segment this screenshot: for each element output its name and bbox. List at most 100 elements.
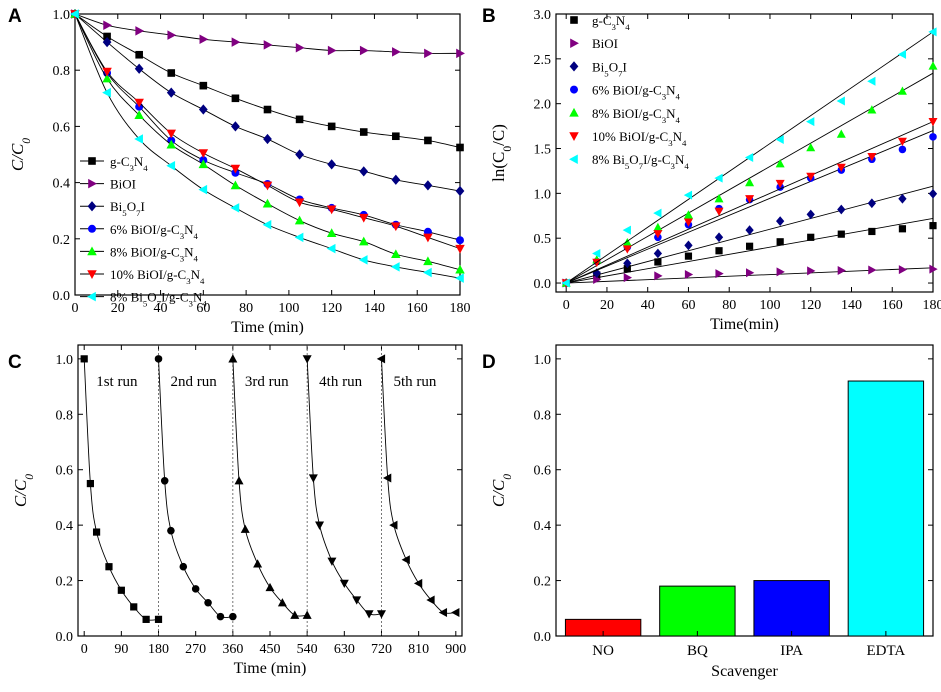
x-tick-label: 100 bbox=[278, 301, 299, 316]
series-BiOI bbox=[563, 265, 938, 288]
x-tick-label: 720 bbox=[371, 642, 392, 657]
x-tick-label: 100 bbox=[759, 298, 780, 313]
x-tick-label: EDTA bbox=[866, 643, 905, 659]
y-tick-label: 0.0 bbox=[534, 277, 552, 292]
data-point bbox=[837, 96, 845, 105]
x-tick-label: 180 bbox=[450, 301, 471, 316]
y-tick-label: 0.2 bbox=[53, 233, 71, 248]
data-point bbox=[929, 61, 938, 69]
data-point bbox=[807, 266, 815, 275]
data-point bbox=[229, 613, 237, 621]
data-point bbox=[199, 104, 208, 114]
series-line bbox=[75, 14, 460, 278]
x-axis-label: Scavenger bbox=[711, 663, 778, 680]
data-point bbox=[295, 198, 305, 207]
x-tick-label: 180 bbox=[148, 642, 169, 657]
panel-label-d: D bbox=[482, 352, 496, 373]
data-point bbox=[456, 144, 464, 152]
x-tick-label: IPA bbox=[780, 643, 803, 659]
x-tick-label: 120 bbox=[321, 301, 342, 316]
data-point bbox=[929, 222, 936, 229]
data-point bbox=[263, 134, 272, 144]
data-point bbox=[391, 262, 400, 272]
run-line bbox=[233, 359, 307, 616]
data-point bbox=[426, 595, 434, 604]
data-point bbox=[143, 616, 150, 623]
data-point bbox=[180, 563, 188, 571]
data-point bbox=[296, 116, 304, 124]
data-point bbox=[424, 137, 432, 145]
legend-marker bbox=[569, 154, 578, 164]
data-point bbox=[155, 355, 163, 363]
data-point bbox=[715, 194, 724, 202]
data-point bbox=[715, 232, 723, 242]
legend-item: 10% BiOI/g-C3N4 bbox=[569, 129, 687, 148]
x-tick-label: 450 bbox=[260, 642, 281, 657]
legend-marker bbox=[570, 86, 578, 94]
legend-marker bbox=[569, 132, 579, 141]
y-axis-label: C/C0 bbox=[489, 474, 514, 507]
data-point bbox=[130, 603, 137, 610]
data-point bbox=[167, 527, 175, 535]
bar-EDTA bbox=[848, 381, 923, 636]
x-tick-label: 140 bbox=[841, 298, 862, 313]
legend-label: 8% BiOI/g-C3N4 bbox=[592, 106, 681, 125]
x-tick-label: 0 bbox=[72, 301, 79, 316]
legend-item: 8% Bi5O7I/g-C3N4 bbox=[569, 152, 689, 171]
data-point bbox=[868, 198, 876, 208]
data-point bbox=[423, 234, 433, 243]
data-point bbox=[232, 95, 240, 103]
legend-marker bbox=[570, 16, 578, 24]
data-point bbox=[217, 613, 225, 621]
data-point bbox=[806, 143, 815, 151]
x-tick-label: 630 bbox=[334, 642, 355, 657]
legend-label: Bi5O7I bbox=[110, 199, 145, 218]
data-point bbox=[456, 236, 464, 244]
data-point bbox=[328, 46, 337, 56]
run-line bbox=[307, 359, 381, 615]
legend-label: BiOI bbox=[110, 177, 136, 192]
legend-item: 10% BiOI/g-C3N4 bbox=[80, 267, 205, 286]
panel-label-a: A bbox=[8, 6, 22, 27]
run-2nd run: 2nd run bbox=[155, 355, 237, 620]
y-tick-label: 0.8 bbox=[534, 408, 552, 423]
data-point bbox=[228, 354, 237, 362]
series-BiOI bbox=[71, 9, 465, 58]
data-point bbox=[295, 216, 305, 225]
legend-label: g-C3N4 bbox=[592, 13, 630, 32]
data-point bbox=[327, 558, 336, 566]
data-point bbox=[868, 266, 876, 275]
data-point bbox=[685, 253, 692, 260]
fit-line bbox=[566, 268, 933, 283]
data-point bbox=[360, 128, 368, 136]
legend-item: 8% Bi5O7I/g-C3N4 bbox=[80, 290, 207, 309]
data-point bbox=[898, 86, 907, 94]
data-point bbox=[898, 50, 906, 59]
run-4th run: 4th run bbox=[303, 355, 386, 618]
data-point bbox=[328, 123, 336, 131]
legend-label: 10% BiOI/g-C3N4 bbox=[110, 267, 205, 286]
data-point bbox=[776, 216, 784, 226]
legend-item: BiOI bbox=[570, 36, 618, 51]
y-tick-label: 0.0 bbox=[53, 289, 71, 304]
data-point bbox=[899, 225, 906, 232]
run-1st run: 1st run bbox=[81, 355, 163, 623]
data-point bbox=[253, 559, 262, 567]
data-point bbox=[745, 153, 753, 162]
run-label: 5th run bbox=[393, 374, 436, 390]
data-point bbox=[102, 88, 111, 98]
legend-item: g-C3N4 bbox=[80, 154, 148, 173]
x-tick-label: NO bbox=[592, 643, 614, 659]
legend-label: 8% BiOI/g-C3N4 bbox=[110, 244, 199, 263]
data-point bbox=[118, 587, 125, 594]
y-tick-label: 2.0 bbox=[534, 98, 552, 113]
x-tick-label: 160 bbox=[407, 301, 428, 316]
x-tick-label: 180 bbox=[923, 298, 941, 313]
data-point bbox=[837, 205, 845, 215]
legend-item: g-C3N4 bbox=[570, 13, 630, 32]
data-point bbox=[424, 49, 433, 59]
panel-label-c: C bbox=[8, 352, 22, 373]
x-tick-label: 80 bbox=[722, 298, 736, 313]
